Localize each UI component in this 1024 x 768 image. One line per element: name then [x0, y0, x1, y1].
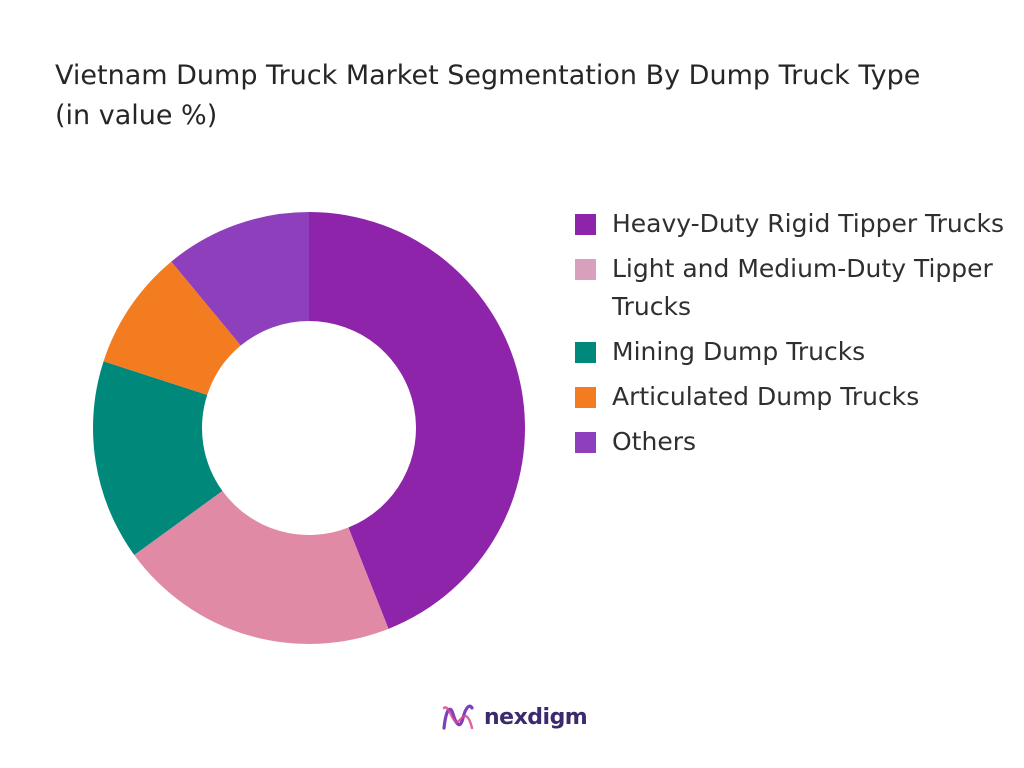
donut-slice-5: [171, 212, 309, 346]
legend-item: Mining Dump Trucks: [575, 333, 1015, 371]
legend-swatch: [575, 387, 596, 408]
legend-swatch: [575, 432, 596, 453]
chart-legend: Heavy-Duty Rigid Tipper Trucks Light and …: [575, 205, 1015, 468]
donut-slice-3: [93, 361, 223, 555]
legend-swatch: [575, 259, 596, 280]
legend-label: Others: [612, 427, 697, 456]
legend-label: Articulated Dump Trucks: [612, 382, 920, 411]
legend-label: Light and Medium-Duty Tipper Trucks: [612, 254, 993, 321]
nexdigm-logo-icon: [442, 704, 474, 730]
chart-title: Vietnam Dump Truck Market Segmentation B…: [55, 60, 921, 131]
brand-logo: nexdigm: [440, 697, 588, 737]
legend-swatch: [575, 214, 596, 235]
legend-swatch: [575, 342, 596, 363]
legend-label: Heavy-Duty Rigid Tipper Trucks: [612, 209, 1005, 238]
donut-slice-1: [309, 212, 526, 629]
legend-label: Mining Dump Trucks: [612, 337, 866, 366]
donut-slice-4: [103, 261, 241, 395]
donut-slice-2: [134, 490, 389, 644]
legend-item: Others: [575, 423, 1015, 461]
legend-item: Articulated Dump Trucks: [575, 378, 1015, 416]
donut-chart: [93, 212, 526, 644]
legend-item: Heavy-Duty Rigid Tipper Trucks: [575, 205, 1015, 243]
brand-name: nexdigm: [484, 704, 588, 730]
legend-item: Light and Medium-Duty Tipper Trucks: [575, 250, 1015, 326]
